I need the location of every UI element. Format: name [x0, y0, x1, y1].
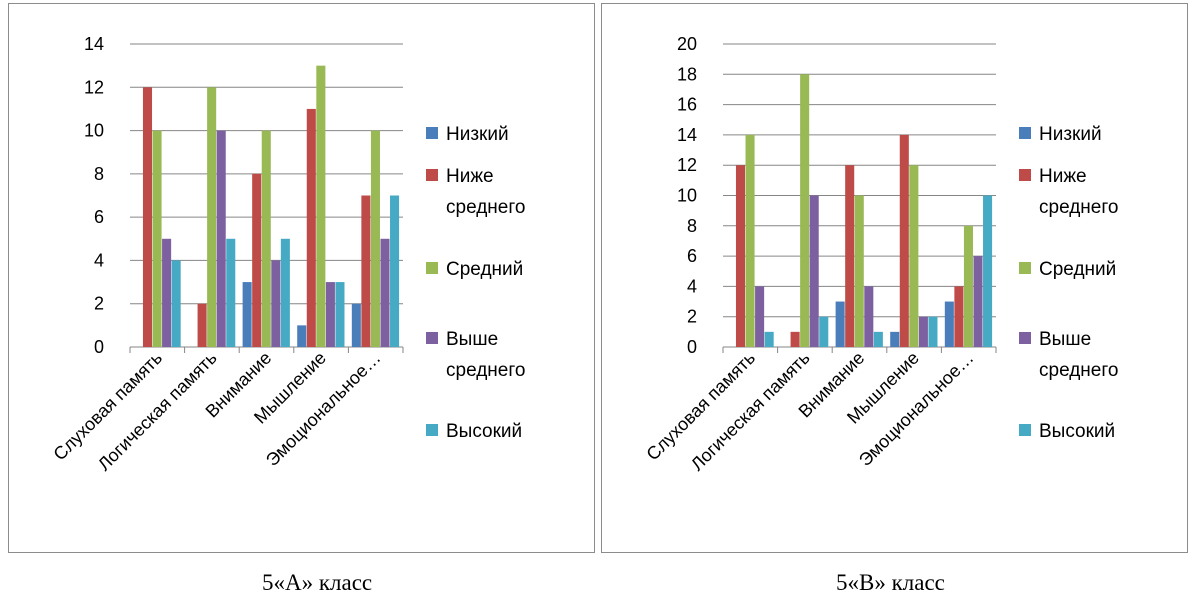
caption-5b: 5«В» класс	[836, 570, 945, 595]
bar	[819, 316, 829, 347]
bar	[928, 316, 938, 347]
legend-swatch	[426, 127, 438, 139]
bar	[216, 130, 226, 347]
legend-label: Ниже среднего	[446, 166, 525, 218]
y-tick-label: 12	[84, 77, 104, 97]
bar	[764, 331, 774, 347]
legend-label: Ниже среднего	[1039, 166, 1118, 218]
legend-label: Средний	[1039, 259, 1116, 280]
bar	[162, 238, 172, 347]
bar	[297, 325, 307, 347]
bar	[735, 165, 746, 347]
legend-swatch	[426, 169, 438, 181]
y-tick-label: 14	[677, 125, 697, 145]
bar	[845, 165, 855, 347]
legend-label: Высокий	[1039, 421, 1115, 442]
legend-swatch	[1019, 127, 1031, 139]
legend-swatch	[426, 424, 438, 436]
bar	[261, 130, 271, 347]
legend-swatch	[1019, 332, 1031, 344]
y-tick-label: 10	[84, 121, 104, 141]
legend-label: Средний	[446, 259, 523, 280]
bar	[909, 165, 919, 347]
y-tick-label: 14	[84, 34, 104, 54]
bar	[207, 87, 217, 348]
bar	[152, 130, 162, 347]
bar	[242, 282, 252, 347]
bar	[197, 303, 207, 347]
bar	[890, 331, 900, 347]
y-tick-label: 0	[94, 337, 104, 357]
y-tick-label: 18	[677, 64, 697, 84]
bar	[745, 134, 755, 347]
legend-label: Выше среднего	[1039, 329, 1118, 381]
legend-swatch	[426, 332, 438, 344]
legend-swatch	[1019, 424, 1031, 436]
legend-swatch	[1019, 169, 1031, 181]
bar	[335, 282, 345, 347]
bar	[361, 195, 371, 347]
bar	[790, 331, 800, 347]
chart-panel-5b: 0 2 4 6 8 10 12 14 16 18 20 Слуховая память Логическ…	[601, 3, 1188, 553]
bar	[142, 87, 153, 348]
bar	[755, 286, 765, 347]
bar	[390, 195, 400, 347]
bar	[171, 260, 181, 347]
y-tick-label: 8	[687, 216, 697, 236]
y-tick-label: 16	[677, 95, 697, 115]
bar	[226, 238, 236, 347]
y-tick-label: 8	[94, 164, 104, 184]
bar	[809, 195, 819, 347]
y-tick-label: 0	[687, 337, 697, 357]
caption-5a: 5«А» класс	[262, 570, 373, 595]
bar	[854, 195, 864, 347]
bar	[271, 260, 281, 347]
bar	[899, 134, 909, 347]
bar	[864, 286, 874, 347]
y-tick-label: 2	[687, 307, 697, 327]
legend-label: Выше среднего	[446, 329, 525, 381]
y-tick-label: 10	[677, 186, 697, 206]
bar	[800, 74, 810, 348]
bar	[873, 331, 883, 347]
bar	[944, 301, 954, 347]
bar	[316, 65, 326, 347]
y-tick-label: 6	[94, 207, 104, 227]
y-tick-label: 2	[94, 294, 104, 314]
legend-swatch	[1019, 262, 1031, 274]
bar	[280, 238, 290, 347]
legend-label: Высокий	[446, 421, 522, 442]
y-tick-label: 12	[677, 155, 697, 175]
y-tick-label: 20	[677, 34, 697, 54]
bar	[325, 282, 335, 347]
bar	[252, 173, 262, 347]
bar	[963, 225, 973, 347]
bar	[954, 286, 964, 347]
y-tick-label: 4	[687, 276, 697, 296]
bar	[306, 108, 316, 347]
y-tick-label: 6	[687, 246, 697, 266]
bar	[973, 256, 983, 347]
bar	[370, 130, 380, 347]
legend-label: Низкий	[1039, 124, 1102, 145]
legend-label: Низкий	[446, 124, 509, 145]
legend-swatch	[426, 262, 438, 274]
bar	[351, 303, 361, 347]
bar	[983, 195, 993, 347]
bar	[835, 301, 845, 347]
bar	[918, 316, 928, 347]
chart-panel-5a: 0 2 4 6 8 10 12 14 Слуховая память Логическая пам…	[8, 3, 595, 553]
y-tick-label: 4	[94, 250, 104, 270]
bar	[380, 238, 390, 347]
